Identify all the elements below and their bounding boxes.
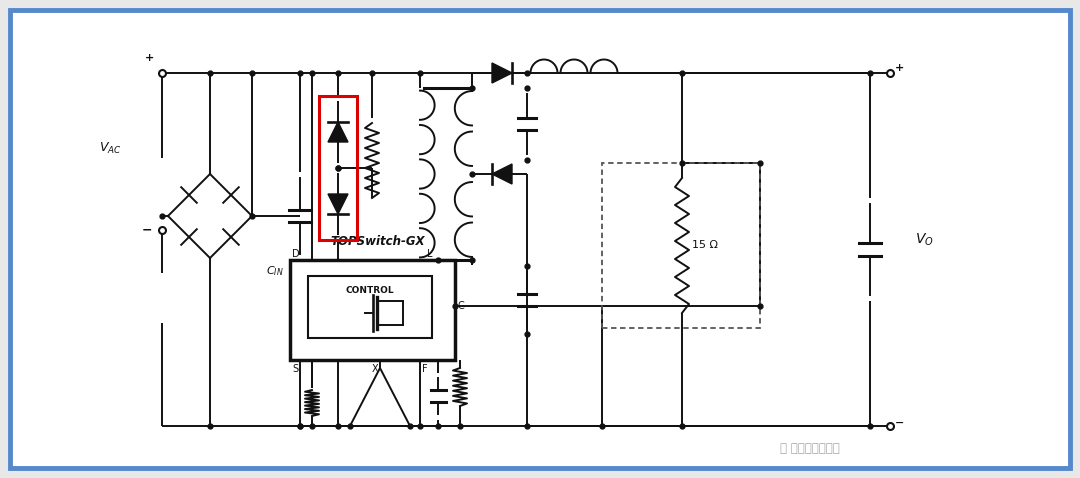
Polygon shape — [492, 164, 512, 184]
Text: L: L — [427, 249, 432, 259]
Polygon shape — [492, 63, 512, 83]
Text: 15 Ω: 15 Ω — [692, 240, 718, 250]
Text: TOPSwitch-GX: TOPSwitch-GX — [330, 235, 424, 248]
Bar — [308, 276, 432, 338]
Text: D: D — [292, 249, 299, 259]
Text: $C_{IN}$: $C_{IN}$ — [266, 264, 284, 278]
Text: CONTROL: CONTROL — [346, 286, 394, 295]
Bar — [602, 163, 760, 328]
Text: C: C — [458, 301, 464, 311]
Text: +: + — [895, 63, 904, 73]
Text: S: S — [292, 364, 298, 374]
Bar — [291, 260, 455, 360]
Polygon shape — [328, 194, 348, 214]
Text: $V_{AC}$: $V_{AC}$ — [98, 141, 121, 155]
Text: +: + — [146, 53, 154, 63]
Text: $V_O$: $V_O$ — [915, 231, 934, 248]
Text: X: X — [372, 364, 379, 374]
Polygon shape — [328, 122, 348, 142]
Text: −: − — [141, 224, 152, 237]
Bar — [319, 96, 357, 240]
Text: F: F — [422, 364, 428, 374]
Text: 🔗 贸泽电子设计圈: 🔗 贸泽电子设计圈 — [780, 442, 840, 455]
Text: −: − — [895, 418, 904, 428]
